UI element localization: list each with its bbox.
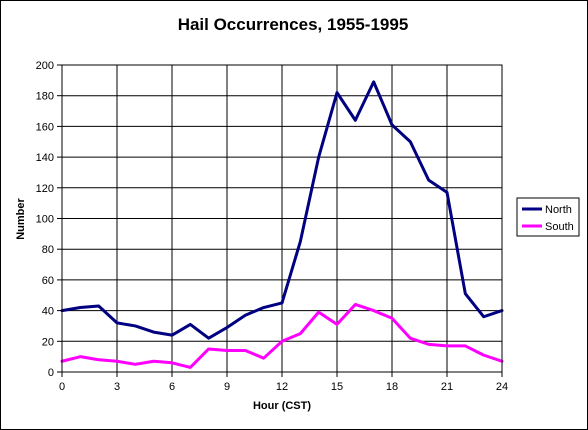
- y-tick-label: 160: [36, 121, 54, 133]
- y-tick-label: 60: [42, 275, 54, 287]
- x-tick-label: 12: [276, 381, 288, 393]
- x-tick-label: 18: [386, 381, 398, 393]
- plot-border: [61, 64, 503, 373]
- series-line-north: [60, 80, 504, 340]
- x-tick-label: 0: [59, 381, 65, 393]
- x-axis-ticks: 0 3 6 9 12 15 18 21 24: [59, 372, 508, 393]
- x-tick-label: 9: [224, 381, 230, 393]
- chart-title: Hail Occurrences, 1955-1995: [178, 15, 409, 34]
- y-axis-ticks: 0 20 40 60 80 100 120 140 160 180 200: [36, 60, 62, 379]
- x-axis-label: Hour (CST): [253, 400, 311, 412]
- x-tick-label: 3: [114, 381, 120, 393]
- legend-label-south: South: [545, 221, 574, 233]
- x-tick-label: 15: [331, 381, 343, 393]
- y-tick-label: 200: [36, 60, 54, 72]
- legend: North South: [516, 197, 580, 237]
- y-tick-label: 40: [42, 306, 54, 318]
- y-tick-label: 20: [42, 336, 54, 348]
- x-tick-label: 6: [169, 381, 175, 393]
- y-tick-label: 120: [36, 183, 54, 195]
- x-tick-label: 21: [441, 381, 453, 393]
- y-tick-label: 180: [36, 91, 54, 103]
- y-tick-label: 140: [36, 152, 54, 164]
- y-tick-label: 0: [48, 367, 54, 379]
- legend-box: [516, 197, 580, 237]
- x-tick-label: 24: [496, 381, 508, 393]
- y-tick-label: 80: [42, 244, 54, 256]
- y-axis-label: Number: [15, 198, 27, 240]
- series-lines: [60, 80, 504, 369]
- legend-label-north: North: [545, 204, 572, 216]
- series-line-south: [60, 302, 504, 369]
- y-tick-label: 100: [36, 214, 54, 226]
